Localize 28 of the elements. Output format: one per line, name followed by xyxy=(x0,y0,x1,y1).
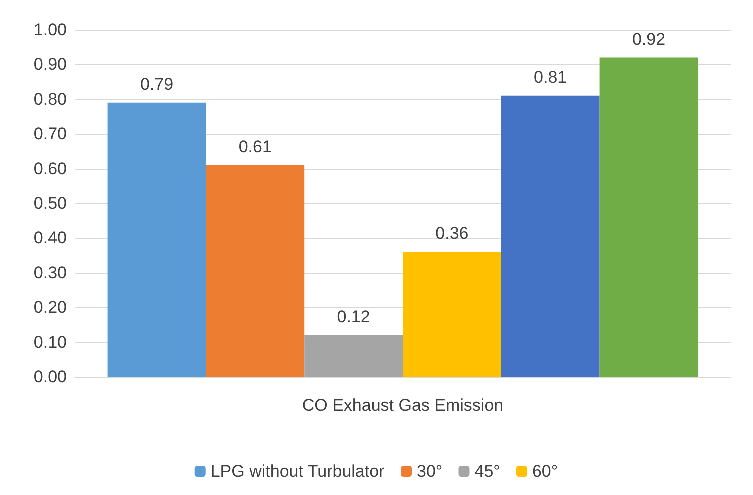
bar xyxy=(403,252,502,377)
y-tick-label: 0.60 xyxy=(34,159,67,178)
data-label: 0.92 xyxy=(632,30,666,49)
y-tick-label: 0.70 xyxy=(34,124,67,144)
y-tick-label: 0.80 xyxy=(34,90,67,109)
y-tick-label: 0.10 xyxy=(34,332,67,352)
x-tick-label: CO Exhaust Gas Emission xyxy=(302,396,504,415)
legend-label: 30° xyxy=(417,462,443,481)
y-tick-label: 0.50 xyxy=(34,194,67,213)
bar xyxy=(206,165,305,377)
y-tick-label: 0.30 xyxy=(34,263,67,282)
legend-label: 45° xyxy=(474,462,500,481)
data-label: 0.12 xyxy=(337,307,370,326)
y-tick-label: 0.00 xyxy=(34,368,67,386)
y-tick-label: 0.90 xyxy=(34,55,67,74)
bar xyxy=(304,335,403,377)
y-tick-label: 0.20 xyxy=(34,298,67,318)
bar xyxy=(600,58,698,377)
bar xyxy=(108,102,206,377)
y-tick-label: 1.00 xyxy=(34,20,67,40)
data-label: 0.36 xyxy=(436,224,469,244)
data-label: 0.61 xyxy=(238,137,272,156)
data-label: 0.81 xyxy=(534,68,568,87)
bar xyxy=(501,96,600,377)
y-tick-label: 0.40 xyxy=(34,228,67,248)
legend-label: LPG without Turbulator xyxy=(210,462,386,481)
legend-label: 60° xyxy=(532,462,558,481)
data-label: 0.79 xyxy=(140,74,174,94)
